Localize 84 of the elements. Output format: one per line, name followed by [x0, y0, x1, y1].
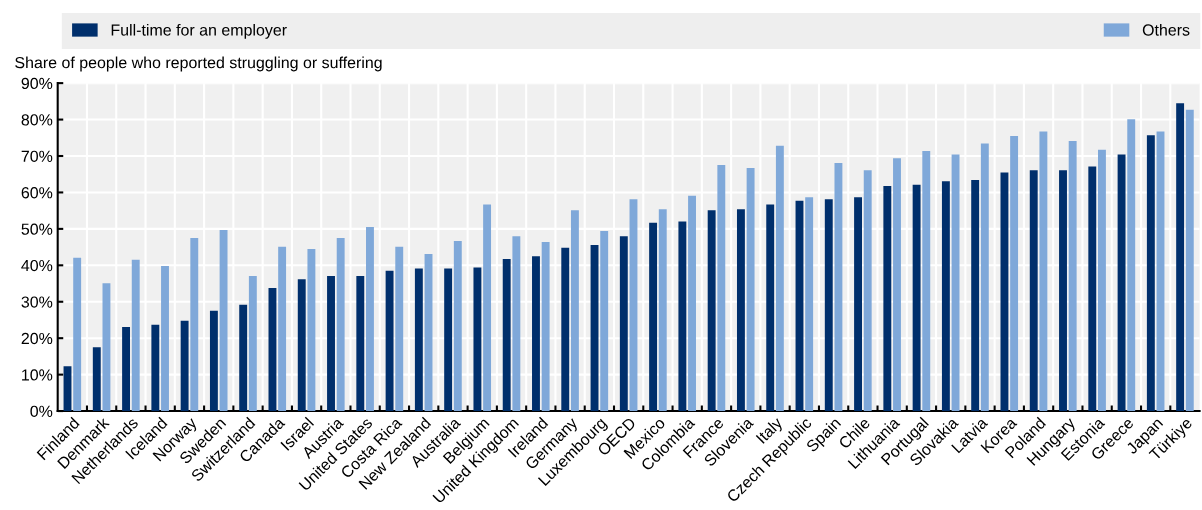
bar	[1059, 170, 1067, 412]
bar	[385, 270, 394, 412]
y-tick-label: 60%	[21, 187, 53, 199]
bar	[502, 259, 511, 412]
bar	[1029, 170, 1038, 412]
bar	[366, 227, 374, 412]
bar	[1010, 135, 1019, 412]
bar	[1098, 149, 1106, 412]
bar	[1068, 141, 1077, 412]
bar	[854, 197, 862, 412]
bar	[746, 168, 755, 412]
bar	[209, 310, 218, 412]
legend-label: Full-time for an employer	[111, 23, 287, 39]
bar	[131, 259, 140, 412]
bar	[453, 240, 462, 412]
bar	[912, 184, 921, 412]
bar	[980, 143, 989, 412]
bar	[893, 158, 901, 412]
bar	[395, 246, 404, 412]
bar	[219, 229, 228, 412]
legend-label: Others	[1142, 23, 1190, 36]
bar	[766, 204, 775, 412]
bar	[278, 246, 287, 412]
bar	[307, 248, 316, 412]
bar	[678, 221, 687, 412]
y-tick-label: 50%	[21, 223, 53, 235]
bar	[102, 283, 111, 412]
bar	[151, 324, 160, 412]
bar	[971, 180, 980, 412]
bar	[805, 197, 814, 412]
y-tick-label: 0%	[30, 405, 53, 417]
bar	[824, 199, 833, 412]
y-tick-label: 10%	[22, 369, 53, 381]
bar	[1088, 166, 1097, 412]
bar	[688, 195, 696, 412]
bar	[1127, 119, 1136, 412]
bar	[775, 145, 784, 412]
bar	[561, 247, 570, 412]
bar	[356, 275, 365, 412]
bar	[863, 170, 872, 412]
bar	[297, 279, 306, 412]
bar	[92, 347, 101, 412]
bar	[1117, 154, 1126, 412]
bar	[73, 257, 82, 412]
bar	[532, 256, 540, 412]
y-tick-label: 80%	[21, 114, 53, 126]
bar	[658, 209, 667, 412]
bar	[707, 210, 716, 412]
bar	[1000, 172, 1009, 412]
bar	[239, 304, 248, 412]
bar	[619, 236, 628, 412]
bar	[122, 326, 131, 412]
y-tick-label: 40%	[21, 259, 53, 272]
bar	[941, 181, 950, 412]
y-tick-label: 20%	[21, 332, 53, 345]
bar	[1039, 131, 1048, 412]
bar	[541, 241, 550, 412]
y-tick-label: 30%	[21, 296, 53, 308]
bar	[180, 320, 189, 412]
y-axis-title: Share of people who reported struggling or suffering	[15, 56, 382, 72]
bar	[512, 236, 521, 412]
bar	[327, 275, 335, 412]
bar	[336, 237, 345, 412]
y-tick-label: 70%	[21, 150, 53, 162]
bar	[1146, 135, 1155, 412]
bar	[570, 210, 579, 412]
bar	[883, 185, 892, 412]
bar	[1185, 109, 1194, 412]
bar	[717, 165, 726, 412]
bar	[649, 222, 658, 412]
bar	[1176, 103, 1185, 412]
bar	[190, 237, 199, 412]
bar	[600, 231, 609, 412]
bar	[444, 268, 453, 412]
bar	[736, 209, 745, 412]
y-tick-label: 90%	[21, 77, 53, 90]
bar	[161, 266, 169, 412]
bar	[248, 275, 257, 412]
bar	[473, 267, 482, 412]
bar	[414, 268, 423, 412]
bar	[951, 154, 960, 412]
bar	[483, 204, 492, 412]
bar	[834, 162, 843, 412]
bar	[922, 150, 931, 412]
